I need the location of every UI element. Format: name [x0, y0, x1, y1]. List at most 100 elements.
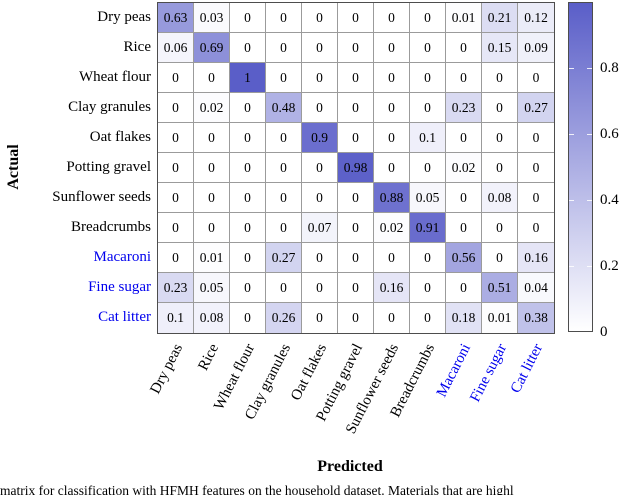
matrix-cell: 0 — [338, 63, 374, 93]
matrix-cell: 0 — [230, 33, 266, 63]
matrix-cell: 0 — [518, 213, 554, 243]
colorbar-tick-label: 0.4 — [600, 192, 619, 208]
matrix-cell: 0 — [230, 243, 266, 273]
matrix-cell: 0 — [518, 183, 554, 213]
colorbar-tick — [569, 200, 574, 201]
matrix-cell: 0 — [302, 63, 338, 93]
matrix-cell: 0 — [374, 3, 410, 33]
matrix-cell: 0.09 — [518, 33, 554, 63]
matrix-cell: 0.02 — [446, 153, 482, 183]
matrix-cell: 0 — [194, 63, 230, 93]
matrix-cell: 0.05 — [194, 273, 230, 303]
matrix-cell: 0 — [266, 3, 302, 33]
matrix-cell: 0 — [446, 123, 482, 153]
colorbar-tick — [569, 266, 574, 267]
matrix-cell: 0 — [410, 273, 446, 303]
matrix-cell: 0.03 — [194, 3, 230, 33]
row-label: Macaroni — [93, 249, 151, 265]
matrix-cell: 0.01 — [194, 243, 230, 273]
matrix-cell: 0 — [158, 243, 194, 273]
matrix-cell: 0.08 — [194, 303, 230, 333]
colorbar-tick — [587, 68, 592, 69]
matrix-cell: 0 — [482, 213, 518, 243]
matrix-cell: 0 — [482, 123, 518, 153]
matrix-cell: 0 — [518, 123, 554, 153]
colorbar-tick-label: 0.6 — [600, 126, 619, 142]
matrix-cell: 0 — [194, 213, 230, 243]
matrix-cell: 0 — [230, 123, 266, 153]
matrix-cell: 0 — [482, 63, 518, 93]
row-label: Breadcrumbs — [71, 219, 151, 235]
matrix-cell: 0 — [230, 93, 266, 123]
matrix-cell: 0 — [446, 213, 482, 243]
matrix-cell: 0 — [374, 63, 410, 93]
figure-caption: matrix for classification with HFMH feat… — [0, 483, 514, 495]
matrix-cell: 0 — [338, 213, 374, 243]
matrix-cell: 0.21 — [482, 3, 518, 33]
matrix-cell: 0 — [266, 153, 302, 183]
colorbar-tick — [569, 134, 574, 135]
row-label: Clay granules — [68, 99, 151, 115]
matrix-cell: 0 — [338, 33, 374, 63]
matrix-cell: 0 — [374, 33, 410, 63]
matrix-cell: 0 — [302, 183, 338, 213]
matrix-cell: 0 — [410, 3, 446, 33]
matrix-cell: 0.06 — [158, 33, 194, 63]
matrix-cell: 0 — [410, 93, 446, 123]
matrix-cell: 0 — [230, 213, 266, 243]
matrix-cell: 0 — [230, 273, 266, 303]
matrix-cell: 0 — [446, 273, 482, 303]
matrix-cell: 0 — [302, 33, 338, 63]
matrix-cell: 0 — [410, 33, 446, 63]
matrix-cell: 0 — [374, 243, 410, 273]
matrix-cell: 0.26 — [266, 303, 302, 333]
row-label: Rice — [123, 39, 152, 55]
matrix-cell: 0 — [338, 93, 374, 123]
matrix-cell: 0.27 — [518, 93, 554, 123]
matrix-cell: 0.38 — [518, 303, 554, 333]
row-label: Oat flakes — [89, 129, 151, 145]
matrix-cell: 0 — [374, 123, 410, 153]
matrix-cell: 0 — [410, 243, 446, 273]
matrix-cell: 0 — [338, 273, 374, 303]
colorbar — [568, 2, 593, 332]
matrix-cell: 0 — [482, 153, 518, 183]
matrix-cell: 0.48 — [266, 93, 302, 123]
matrix-cell: 0.23 — [158, 273, 194, 303]
matrix-cell: 0 — [446, 63, 482, 93]
matrix-cell: 0.1 — [410, 123, 446, 153]
matrix-cell: 0 — [338, 183, 374, 213]
row-label: Cat litter — [98, 309, 151, 325]
matrix-cell: 0.23 — [446, 93, 482, 123]
matrix-cell: 0 — [266, 213, 302, 243]
matrix-cell: 0 — [482, 93, 518, 123]
colorbar-tick-label: 0.2 — [600, 258, 619, 274]
matrix-cell: 0.07 — [302, 213, 338, 243]
matrix-cell: 0 — [158, 213, 194, 243]
matrix-cell: 0 — [302, 303, 338, 333]
matrix-cell: 0 — [302, 93, 338, 123]
row-label: Dry peas — [97, 9, 151, 25]
matrix-cell: 0.01 — [446, 3, 482, 33]
x-axis-title: Predicted — [317, 458, 383, 475]
matrix-cell: 0 — [302, 153, 338, 183]
colorbar-tick — [587, 266, 592, 267]
matrix-cell: 0 — [266, 183, 302, 213]
matrix-cell: 0.69 — [194, 33, 230, 63]
matrix-cell: 0 — [194, 183, 230, 213]
colorbar-tick — [587, 200, 592, 201]
matrix-cell: 0.16 — [518, 243, 554, 273]
matrix-cell: 0 — [374, 303, 410, 333]
matrix-cell: 0 — [302, 243, 338, 273]
matrix-cell: 0 — [302, 3, 338, 33]
matrix-cell: 0 — [410, 303, 446, 333]
matrix-cell: 0.56 — [446, 243, 482, 273]
matrix-cell: 0.12 — [518, 3, 554, 33]
matrix-cell: 0 — [194, 153, 230, 183]
matrix-cell: 0 — [266, 33, 302, 63]
matrix-cell: 0 — [158, 123, 194, 153]
colorbar-tick-label: 0.8 — [600, 60, 619, 76]
matrix-cell: 0.63 — [158, 3, 194, 33]
matrix-cell: 0 — [230, 153, 266, 183]
